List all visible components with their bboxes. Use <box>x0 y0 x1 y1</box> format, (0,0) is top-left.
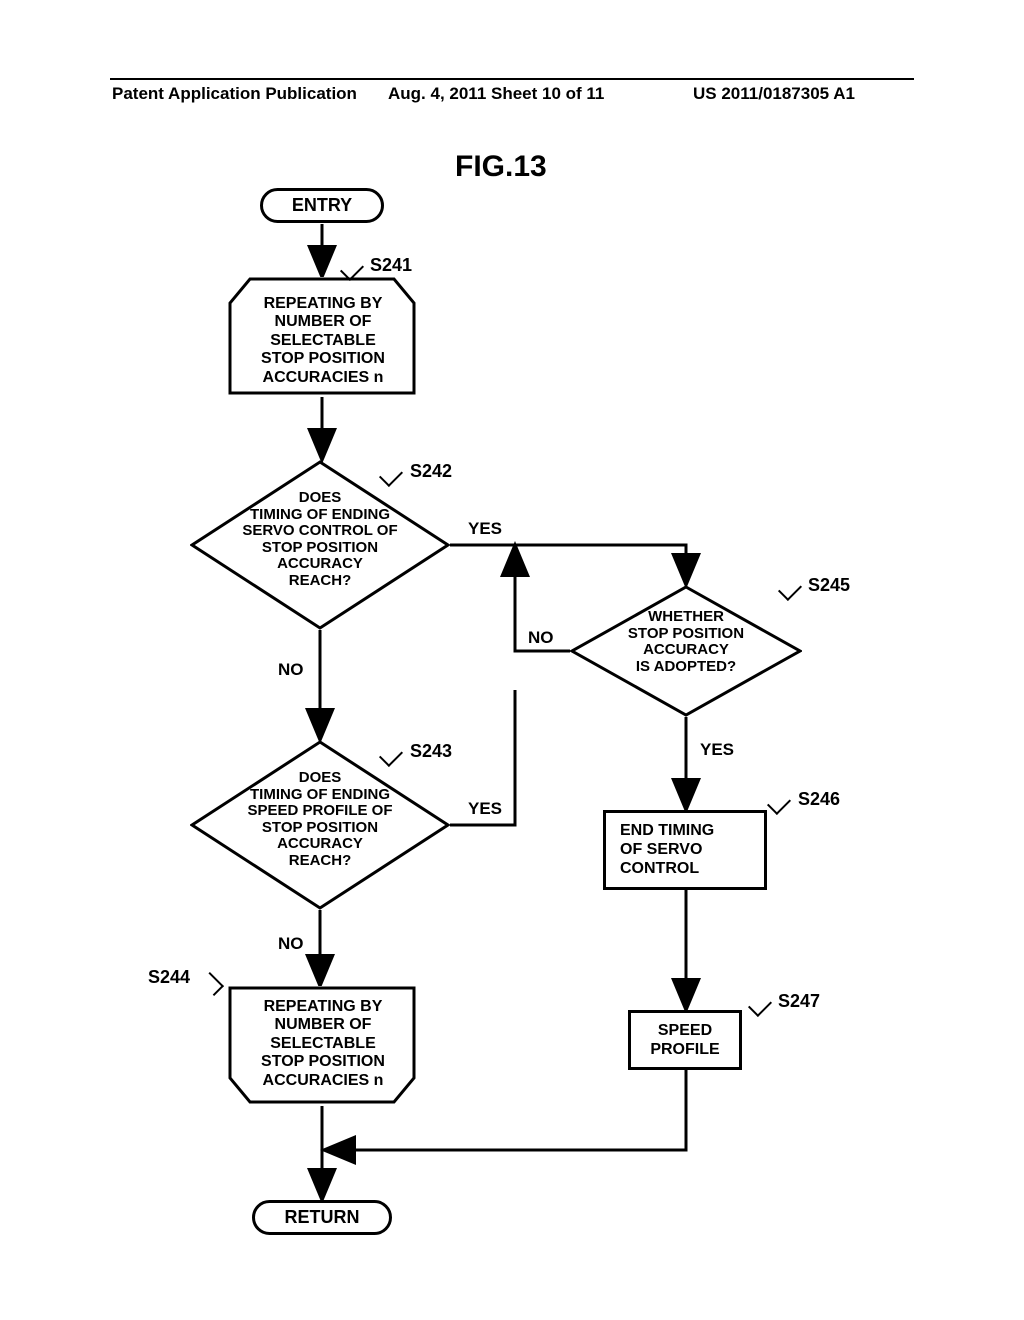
figure-title: FIG.13 <box>455 150 547 184</box>
step-label-s242: S242 <box>410 461 452 482</box>
node-s245-label: WHETHERSTOP POSITIONACCURACYIS ADOPTED? <box>570 609 802 675</box>
edge-s243-yes: YES <box>468 799 502 819</box>
node-s244: REPEATING BYNUMBER OFSELECTABLESTOP POSI… <box>228 986 418 1106</box>
edge-s245-no: NO <box>528 628 554 648</box>
header-middle: Aug. 4, 2011 Sheet 10 of 11 <box>388 84 604 104</box>
edge-s245-yes: YES <box>700 740 734 760</box>
node-return-label: RETURN <box>285 1207 360 1227</box>
step-tick-s246 <box>767 791 791 815</box>
step-label-s245: S245 <box>808 575 850 596</box>
node-s245: WHETHERSTOP POSITIONACCURACYIS ADOPTED? <box>570 585 802 717</box>
step-label-s247: S247 <box>778 991 820 1012</box>
node-s241: REPEATING BYNUMBER OFSELECTABLESTOP POSI… <box>228 277 418 397</box>
node-return: RETURN <box>252 1200 392 1235</box>
step-tick-s247 <box>748 993 772 1017</box>
node-s244-label: REPEATING BYNUMBER OFSELECTABLESTOP POSI… <box>228 998 418 1090</box>
edge-s242-no: NO <box>278 660 304 680</box>
node-s247: SPEEDPROFILE <box>628 1010 742 1070</box>
header-right: US 2011/0187305 A1 <box>693 84 855 104</box>
node-entry: ENTRY <box>260 188 384 223</box>
node-s242: DOESTIMING OF ENDINGSERVO CONTROL OFSTOP… <box>190 460 450 630</box>
flowchart-arrows <box>0 0 1024 1320</box>
node-s242-label: DOESTIMING OF ENDINGSERVO CONTROL OFSTOP… <box>190 490 450 589</box>
node-s243-label: DOESTIMING OF ENDINGSPEED PROFILE OFSTOP… <box>190 770 450 869</box>
node-entry-label: ENTRY <box>292 195 352 215</box>
header-rule <box>110 78 914 80</box>
step-label-s244: S244 <box>148 967 190 988</box>
node-s241-label: REPEATING BYNUMBER OFSELECTABLESTOP POSI… <box>228 295 418 387</box>
edge-s243-no: NO <box>278 934 304 954</box>
header-left: Patent Application Publication <box>112 84 357 104</box>
step-tick-s244 <box>200 972 224 996</box>
edge-s242-yes: YES <box>468 519 502 539</box>
step-label-s241: S241 <box>370 255 412 276</box>
node-s243: DOESTIMING OF ENDINGSPEED PROFILE OFSTOP… <box>190 740 450 910</box>
node-s246: END TIMINGOF SERVOCONTROL <box>603 810 767 890</box>
step-label-s243: S243 <box>410 741 452 762</box>
step-label-s246: S246 <box>798 789 840 810</box>
